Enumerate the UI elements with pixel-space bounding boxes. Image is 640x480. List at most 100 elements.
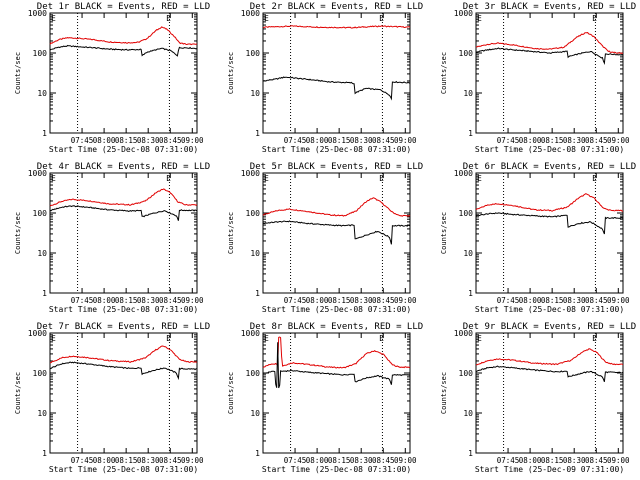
flag-label: E [379, 14, 384, 23]
plot-frame [49, 332, 198, 454]
x-tick-label: 08:45 [159, 456, 182, 465]
x-tick-label: 09:00 [181, 456, 204, 465]
y-tick-label: 1 [468, 449, 473, 458]
plot-frame [262, 332, 411, 454]
x-tick-label: 08:00 [93, 296, 116, 305]
flag-label: E [477, 174, 482, 183]
plot-frame [262, 172, 411, 294]
series-lld [262, 336, 411, 369]
x-tick-label: 08:15 [541, 456, 564, 465]
flag-label: E [166, 334, 171, 343]
series-events [49, 205, 198, 221]
flag-label: E [592, 174, 597, 183]
y-tick-label: 1000 [454, 9, 473, 18]
y-tick-label: 10 [37, 249, 47, 258]
plot-frame [475, 172, 624, 294]
flag-label: E [379, 334, 384, 343]
x-tick-label: 09:00 [394, 456, 417, 465]
x-tick-label: 08:15 [328, 296, 351, 305]
y-tick-label: 100 [459, 209, 474, 218]
x-tick-label: 08:45 [585, 296, 608, 305]
y-tick-label: 1 [468, 289, 473, 298]
plot-frame [49, 12, 198, 134]
series-events [475, 365, 624, 382]
x-tick-label: 08:45 [159, 136, 182, 145]
x-axis-label: Start Time (25-Dec-08 07:31:00) [262, 145, 411, 154]
chart-title: Det 1r BLACK = Events, RED = LLD [37, 2, 210, 12]
x-tick-label: 08:15 [115, 456, 138, 465]
flag-label: E [166, 174, 171, 183]
flag-label: E [51, 174, 56, 183]
x-axis-label: Start Time (25-Dec-08 07:31:00) [49, 465, 198, 474]
x-tick-label: 08:45 [372, 296, 395, 305]
y-tick-label: 1000 [241, 169, 260, 178]
flag-label: E [477, 334, 482, 343]
flag-label: E [379, 174, 384, 183]
y-axis-label: Counts/sec [440, 372, 448, 414]
flag-label: E [592, 14, 597, 23]
x-tick-label: 08:30 [563, 456, 586, 465]
series-lld [49, 188, 198, 207]
x-tick-label: 09:00 [394, 136, 417, 145]
x-tick-label: 07:45 [71, 296, 94, 305]
chart-panel-9r: Det 9r BLACK = Events, RED = LLD 1 10 100 10… [440, 322, 636, 474]
y-axis-label: Counts/sec [227, 212, 235, 254]
x-tick-label: 08:45 [372, 456, 395, 465]
x-axis-label: Start Time (25-Dec-08 07:31:00) [262, 465, 411, 474]
chart-panel-4r: Det 4r BLACK = Events, RED = LLD 1 10 100 10… [14, 162, 210, 314]
series-lld [475, 193, 624, 212]
y-tick-label: 100 [33, 369, 48, 378]
y-tick-label: 10 [250, 409, 260, 418]
x-tick-label: 09:00 [181, 296, 204, 305]
chart-title: Det 7r BLACK = Events, RED = LLD [37, 322, 210, 332]
y-tick-label: 10 [250, 89, 260, 98]
y-tick-label: 100 [459, 369, 474, 378]
x-tick-label: 08:00 [519, 456, 542, 465]
series-events [49, 361, 198, 381]
x-tick-label: 08:15 [115, 136, 138, 145]
y-axis-label: Counts/sec [440, 212, 448, 254]
flag-label: E [264, 14, 269, 23]
flag-label: E [166, 14, 171, 23]
series-events [49, 44, 198, 57]
x-tick-label: 07:45 [71, 456, 94, 465]
chart-panel-3r: Det 3r BLACK = Events, RED = LLD 1 10 100 10… [440, 2, 636, 154]
x-tick-label: 08:15 [541, 136, 564, 145]
y-tick-label: 100 [459, 49, 474, 58]
series-lld [475, 32, 624, 54]
y-axis-label: Counts/sec [14, 52, 22, 94]
y-tick-label: 1 [42, 449, 47, 458]
y-tick-label: 100 [33, 209, 48, 218]
chart-panel-2r: Det 2r BLACK = Events, RED = LLD 1 10 100 10… [227, 2, 423, 154]
x-tick-label: 07:45 [284, 456, 307, 465]
x-tick-label: 07:45 [497, 136, 520, 145]
chart-panel-8r: Det 8r BLACK = Events, RED = LLD 1 10 100 10… [227, 322, 423, 474]
chart-panel-1r: Det 1r BLACK = Events, RED = LLD 1 10 100 10… [14, 2, 210, 154]
y-tick-label: 1 [255, 129, 260, 138]
chart-title: Det 8r BLACK = Events, RED = LLD [250, 322, 423, 332]
y-tick-label: 1 [42, 289, 47, 298]
x-tick-label: 08:15 [328, 456, 351, 465]
y-tick-label: 10 [37, 89, 47, 98]
x-tick-label: 09:00 [607, 456, 630, 465]
series-events [475, 212, 624, 235]
x-tick-label: 08:30 [563, 296, 586, 305]
chart-title: Det 2r BLACK = Events, RED = LLD [250, 2, 423, 12]
y-tick-label: 1000 [241, 9, 260, 18]
y-tick-label: 1 [255, 289, 260, 298]
plot-frame [475, 12, 624, 134]
x-tick-label: 08:00 [306, 456, 329, 465]
y-tick-label: 1 [468, 129, 473, 138]
x-tick-label: 08:30 [137, 456, 160, 465]
y-tick-label: 10 [250, 249, 260, 258]
y-tick-label: 10 [463, 89, 473, 98]
x-tick-label: 08:00 [93, 136, 116, 145]
plot-frame [49, 172, 198, 294]
x-axis-label: Start Time (25-Dec-08 07:31:00) [49, 305, 198, 314]
y-tick-label: 1000 [28, 329, 47, 338]
x-tick-label: 08:30 [563, 136, 586, 145]
x-tick-label: 08:30 [137, 136, 160, 145]
x-tick-label: 07:45 [284, 296, 307, 305]
x-tick-label: 08:15 [541, 296, 564, 305]
